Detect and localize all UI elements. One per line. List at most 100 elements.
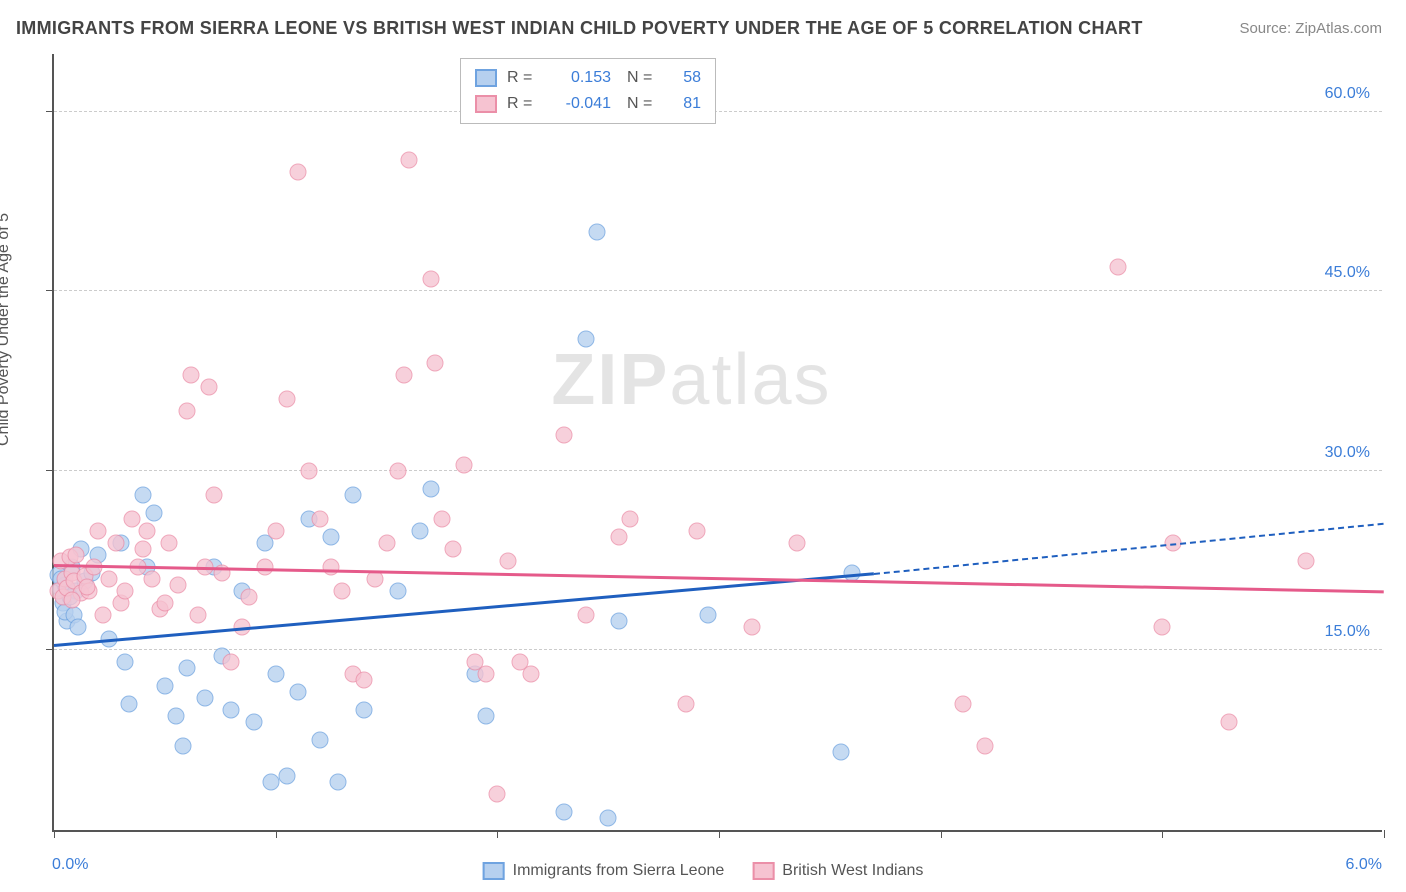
scatter-point	[134, 540, 151, 557]
scatter-point	[278, 768, 295, 785]
scatter-point	[263, 774, 280, 791]
watermark: ZIPatlas	[551, 339, 831, 421]
watermark-bold: ZIP	[551, 340, 669, 420]
series-name: Immigrants from Sierra Leone	[513, 862, 725, 880]
scatter-point	[156, 594, 173, 611]
scatter-point	[478, 708, 495, 725]
scatter-point	[411, 522, 428, 539]
scatter-point	[179, 660, 196, 677]
scatter-point	[522, 666, 539, 683]
scatter-point	[94, 606, 111, 623]
scatter-point	[788, 534, 805, 551]
gridline	[54, 290, 1382, 291]
y-tick-label: 60.0%	[1325, 85, 1370, 103]
scatter-point	[356, 672, 373, 689]
stats-legend: R =0.153N =58R =-0.041N =81	[460, 58, 716, 124]
scatter-point	[123, 510, 140, 527]
scatter-point	[145, 504, 162, 521]
y-tick-label: 30.0%	[1325, 444, 1370, 462]
n-label: N =	[627, 95, 657, 113]
y-tick	[46, 290, 54, 291]
scatter-point	[170, 576, 187, 593]
scatter-point	[223, 654, 240, 671]
watermark-thin: atlas	[669, 340, 831, 420]
scatter-point	[427, 355, 444, 372]
scatter-point	[555, 804, 572, 821]
n-value: 81	[667, 95, 701, 113]
scatter-point	[445, 540, 462, 557]
series-legend-item: Immigrants from Sierra Leone	[483, 862, 725, 880]
scatter-point	[555, 427, 572, 444]
scatter-point	[1220, 714, 1237, 731]
scatter-point	[245, 714, 262, 731]
chart-title: IMMIGRANTS FROM SIERRA LEONE VS BRITISH …	[16, 18, 1143, 39]
plot-area: ZIPatlas 15.0% 30.0% 45.0% 60.0%	[52, 54, 1382, 832]
scatter-point	[289, 163, 306, 180]
scatter-point	[622, 510, 639, 527]
source-label: Source: ZipAtlas.com	[1239, 20, 1382, 37]
scatter-point	[977, 738, 994, 755]
legend-swatch	[483, 862, 505, 880]
scatter-point	[68, 546, 85, 563]
y-tick	[46, 649, 54, 650]
scatter-point	[489, 786, 506, 803]
scatter-point	[116, 582, 133, 599]
scatter-point	[190, 606, 207, 623]
scatter-point	[611, 528, 628, 545]
series-legend: Immigrants from Sierra LeoneBritish West…	[483, 862, 924, 880]
scatter-point	[456, 456, 473, 473]
legend-swatch	[475, 95, 497, 113]
r-value: -0.041	[551, 95, 611, 113]
r-label: R =	[507, 69, 541, 87]
scatter-point	[378, 534, 395, 551]
scatter-point	[699, 606, 716, 623]
legend-swatch	[475, 69, 497, 87]
scatter-point	[167, 708, 184, 725]
scatter-point	[256, 558, 273, 575]
x-axis-max-label: 6.0%	[1346, 856, 1382, 874]
scatter-point	[101, 570, 118, 587]
scatter-point	[161, 534, 178, 551]
scatter-point	[241, 588, 258, 605]
scatter-point	[688, 522, 705, 539]
y-tick	[46, 470, 54, 471]
stats-legend-row: R =0.153N =58	[475, 65, 701, 91]
scatter-point	[396, 367, 413, 384]
scatter-point	[289, 684, 306, 701]
gridline	[54, 649, 1382, 650]
scatter-point	[300, 462, 317, 479]
x-tick	[719, 830, 720, 838]
scatter-point	[1154, 618, 1171, 635]
scatter-point	[478, 666, 495, 683]
scatter-point	[500, 552, 517, 569]
scatter-point	[954, 696, 971, 713]
scatter-point	[334, 582, 351, 599]
x-tick	[941, 830, 942, 838]
scatter-point	[179, 403, 196, 420]
x-tick	[276, 830, 277, 838]
scatter-point	[600, 810, 617, 827]
scatter-point	[312, 510, 329, 527]
gridline	[54, 111, 1382, 112]
scatter-point	[589, 223, 606, 240]
scatter-point	[389, 582, 406, 599]
scatter-point	[677, 696, 694, 713]
y-tick-label: 15.0%	[1325, 623, 1370, 641]
scatter-point	[832, 744, 849, 761]
scatter-point	[70, 618, 87, 635]
scatter-point	[312, 732, 329, 749]
scatter-point	[183, 367, 200, 384]
r-label: R =	[507, 95, 541, 113]
scatter-point	[611, 612, 628, 629]
y-tick-label: 45.0%	[1325, 264, 1370, 282]
scatter-point	[223, 702, 240, 719]
scatter-point	[90, 522, 107, 539]
scatter-point	[422, 480, 439, 497]
scatter-point	[400, 151, 417, 168]
scatter-point	[267, 522, 284, 539]
scatter-point	[63, 592, 80, 609]
scatter-point	[744, 618, 761, 635]
scatter-point	[116, 654, 133, 671]
scatter-point	[578, 331, 595, 348]
scatter-point	[1298, 552, 1315, 569]
